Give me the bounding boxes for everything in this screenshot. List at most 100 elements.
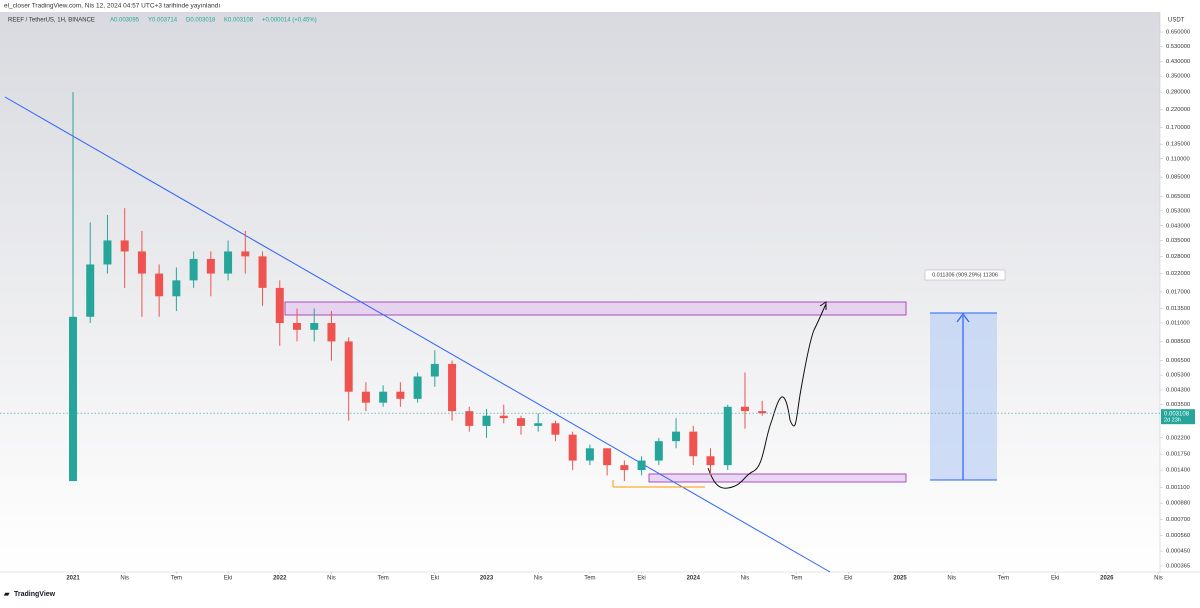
x-tick-label: Eki — [224, 576, 232, 582]
x-tick-label: 2025 — [893, 576, 907, 582]
candle-body — [344, 341, 353, 392]
y-tick-label: 0.008500 — [1166, 339, 1190, 345]
candles — [69, 92, 767, 482]
x-tick-label: 2022 — [273, 576, 287, 582]
candle-body — [137, 251, 146, 274]
candle-body — [413, 376, 422, 399]
y-tick-label: 0.000365 — [1166, 564, 1190, 570]
candle-body — [189, 258, 198, 281]
candle-body — [482, 415, 491, 426]
y-tick-label: 0.004300 — [1166, 388, 1190, 394]
candle-body — [275, 287, 284, 324]
candle-body — [379, 391, 388, 403]
candle-body — [654, 441, 663, 461]
x-tick-label: Eki — [637, 576, 645, 582]
candle-body — [603, 448, 612, 466]
x-tick-label: 2026 — [1100, 576, 1114, 582]
y-tick-label: 0.280000 — [1166, 90, 1190, 96]
projection-path — [707, 303, 827, 489]
ohlc-value: A0.003095 — [110, 18, 140, 24]
y-tick-label: 0.000880 — [1166, 501, 1190, 507]
y-tick-label: 0.430000 — [1166, 59, 1190, 65]
trendline — [4, 96, 831, 573]
candle-body — [69, 316, 77, 482]
candle-body — [361, 391, 370, 403]
y-tick-label: 0.350000 — [1166, 74, 1190, 80]
candle-body — [723, 406, 732, 466]
resistance-zone — [284, 301, 907, 316]
candle-body — [620, 465, 629, 471]
candle-body — [103, 240, 112, 265]
measure-arrowhead — [956, 313, 970, 323]
price-axis-panel — [1160, 12, 1200, 572]
y-tick-label: 0.043000 — [1166, 223, 1190, 229]
published-note: el_closer TradingView.com, Nis 12, 2024 … — [4, 3, 220, 10]
x-tick-label: Nis — [327, 576, 336, 582]
candle-body — [689, 431, 698, 457]
candle-body — [224, 251, 233, 274]
y-tick-label: 0.135000 — [1166, 142, 1190, 148]
candle-body — [327, 323, 336, 342]
candle-body — [396, 391, 405, 399]
measure-label: 0.011306 (909.29%) 11306 — [932, 272, 998, 278]
candle-body — [241, 251, 250, 257]
ohlc-value: Y0.003714 — [148, 18, 178, 24]
brand: TradingView — [14, 591, 56, 598]
candle-body — [86, 264, 95, 317]
measure-label-box — [924, 269, 1006, 281]
symbol-title: REEF / TetherUS, 1H, BINANCE — [8, 18, 95, 24]
y-tick-label: 0.000450 — [1166, 549, 1190, 555]
last-price-label: 0.003108 — [1164, 411, 1190, 417]
currency: USDT — [1168, 18, 1185, 24]
ohlc-value: K0.003108 — [224, 18, 254, 24]
candle-body — [465, 411, 474, 426]
x-tick-label: Tem — [584, 576, 595, 582]
brand-logo: ▰ — [3, 591, 10, 598]
y-tick-label: 0.003500 — [1166, 402, 1190, 408]
x-tick-label: Tem — [791, 576, 802, 582]
y-tick-label: 0.011000 — [1166, 321, 1190, 327]
x-tick-label: Eki — [1051, 576, 1059, 582]
y-tick-label: 0.035000 — [1166, 238, 1190, 244]
x-tick-label: Nis — [1154, 576, 1163, 582]
countdown-label: 2d 23h — [1164, 418, 1181, 424]
y-tick-label: 0.001750 — [1166, 452, 1190, 458]
x-tick-label: Tem — [998, 576, 1009, 582]
x-tick-label: 2024 — [687, 576, 701, 582]
x-tick-label: Eki — [431, 576, 439, 582]
x-tick-label: Nis — [120, 576, 129, 582]
candle-body — [672, 431, 681, 442]
y-tick-label: 0.220000 — [1166, 107, 1190, 113]
candle-body — [568, 434, 577, 461]
candle-body — [499, 415, 508, 419]
x-tick-label: Eki — [844, 576, 852, 582]
candle-body — [706, 456, 715, 466]
y-tick-label: 0.017000 — [1166, 289, 1190, 295]
support-zone — [648, 473, 907, 483]
y-tick-label: 0.001400 — [1166, 468, 1190, 474]
candle-body — [310, 323, 319, 330]
last-price-tag — [1161, 409, 1195, 425]
candle-body — [585, 448, 594, 461]
candle-body — [258, 256, 267, 288]
candle-body — [534, 423, 543, 426]
candle-body — [172, 280, 181, 297]
y-tick-label: 0.110000 — [1166, 156, 1190, 162]
y-tick-label: 0.170000 — [1166, 125, 1190, 131]
candle-body — [292, 323, 301, 330]
candle-body — [206, 258, 215, 274]
x-tick-label: 2023 — [480, 576, 494, 582]
candle-body — [637, 460, 646, 471]
y-tick-label: 0.001100 — [1166, 485, 1190, 491]
ohlc-value: +0.000014 (+0.45%) — [262, 18, 317, 24]
x-tick-label: Tem — [171, 576, 182, 582]
candle-body — [516, 418, 525, 426]
x-tick-label: Nis — [534, 576, 543, 582]
candle-body — [740, 406, 749, 412]
y-tick-label: 0.028000 — [1166, 254, 1190, 260]
y-tick-label: 0.065000 — [1166, 194, 1190, 200]
candle-body — [155, 273, 164, 297]
y-tick-label: 0.013500 — [1166, 306, 1190, 312]
x-tick-label: 2021 — [66, 576, 80, 582]
